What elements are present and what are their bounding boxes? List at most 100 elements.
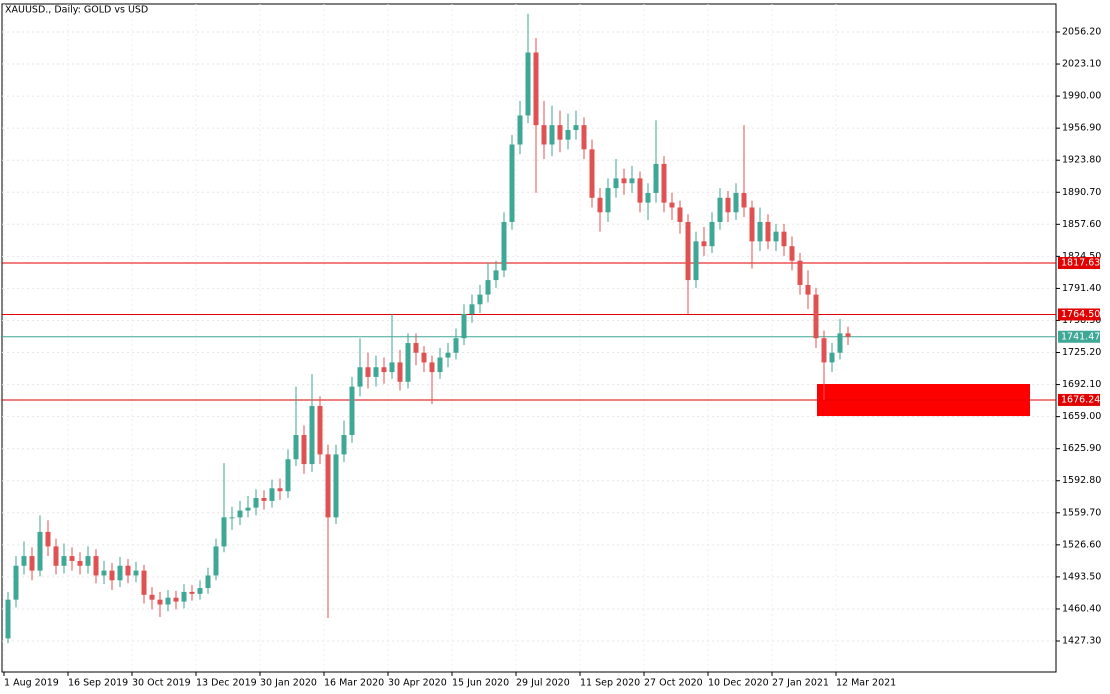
candle-body	[725, 197, 731, 213]
candle-body	[125, 565, 131, 576]
candle-body	[141, 570, 147, 595]
candle-body	[157, 599, 163, 605]
y-tick-label: 1526.60	[1062, 539, 1101, 550]
y-tick-label: 1559.70	[1062, 507, 1101, 518]
candle-body	[149, 594, 155, 600]
candle-body	[13, 565, 19, 600]
candle-body	[333, 454, 339, 518]
level-label: 1764.50	[1061, 309, 1100, 320]
candle-body	[813, 294, 819, 339]
level-label: 1817.63	[1061, 258, 1100, 269]
candle-body	[413, 343, 419, 353]
candle-body	[269, 488, 275, 501]
y-tick-label: 1460.40	[1062, 603, 1101, 614]
candle-body	[549, 125, 555, 145]
candle-body	[701, 241, 707, 247]
candle-body	[293, 435, 299, 460]
y-tick-label: 1923.80	[1062, 155, 1101, 166]
y-tick-label: 1791.40	[1062, 283, 1101, 294]
candle-body	[613, 178, 619, 189]
candle-body	[669, 202, 675, 208]
candle-body	[245, 507, 251, 511]
candle-body	[197, 588, 203, 594]
candle-body	[229, 517, 235, 519]
candle-body	[445, 352, 451, 358]
candle-body	[829, 352, 835, 363]
candle-body	[717, 197, 723, 222]
candle-body	[237, 510, 243, 518]
x-tick-label: 11 Sep 2020	[580, 678, 640, 689]
candle-body	[509, 144, 515, 222]
candle-body	[469, 304, 475, 314]
candle-body	[373, 367, 379, 377]
level-tag	[1058, 308, 1100, 321]
candle-body	[165, 597, 171, 605]
candle-body	[645, 192, 651, 203]
y-tick-label: 1990.00	[1062, 91, 1101, 102]
candle-body	[685, 221, 691, 281]
y-tick-label: 1725.20	[1062, 347, 1101, 358]
x-tick-label: 30 Jan 2020	[260, 678, 317, 689]
candle-body	[309, 405, 315, 465]
candle-body	[493, 270, 499, 281]
level-label: 1676.24	[1061, 394, 1100, 405]
candle-body	[53, 546, 59, 566]
y-tick-label: 1659.00	[1062, 411, 1101, 422]
level-label: 1741.47	[1061, 331, 1100, 342]
candle-body	[181, 591, 187, 602]
candle-body	[845, 333, 851, 337]
x-tick-label: 13 Dec 2019	[196, 678, 257, 689]
x-tick-label: 30 Apr 2020	[388, 678, 447, 689]
candle-body	[501, 221, 507, 271]
candle-body	[661, 163, 667, 203]
candle-body	[461, 313, 467, 339]
y-tick-label: 1427.30	[1062, 636, 1101, 647]
candle-body	[629, 178, 635, 184]
candle-body	[757, 221, 763, 242]
candle-body	[453, 338, 459, 353]
candle-body	[317, 405, 323, 455]
candle-body	[365, 367, 371, 377]
candle-body	[37, 531, 43, 571]
candle-body	[101, 570, 107, 576]
x-tick-label: 30 Oct 2019	[132, 678, 191, 689]
candle-body	[573, 125, 579, 130]
x-tick-label: 1 Aug 2019	[4, 678, 59, 689]
candle-body	[277, 488, 283, 492]
level-tag	[1058, 257, 1100, 270]
candle-body	[741, 192, 747, 208]
candle-body	[805, 284, 811, 295]
candle-body	[533, 52, 539, 126]
candle-body	[69, 556, 75, 561]
candle-body	[325, 454, 331, 518]
candle-body	[597, 197, 603, 213]
candle-body	[525, 52, 531, 116]
candle-body	[565, 129, 571, 140]
candle-body	[109, 570, 115, 581]
candle-body	[605, 188, 611, 213]
candle-body	[261, 497, 267, 501]
candle-body	[557, 125, 563, 140]
y-tick-label: 1758.30	[1062, 315, 1101, 326]
x-tick-label: 16 Mar 2020	[324, 678, 384, 689]
y-tick-label: 2023.10	[1062, 59, 1101, 70]
candle-body	[589, 149, 595, 198]
x-tick-label: 10 Dec 2020	[708, 678, 769, 689]
candle-body	[77, 560, 83, 566]
candle-body	[133, 570, 139, 576]
y-tick-label: 1692.10	[1062, 379, 1101, 390]
candle-body	[117, 565, 123, 581]
candle-body	[93, 556, 99, 576]
candle-body	[485, 280, 491, 295]
candle-body	[517, 115, 523, 145]
candle-body	[437, 357, 443, 373]
candle-body	[621, 178, 627, 184]
x-tick-label: 27 Oct 2020	[644, 678, 703, 689]
candle-body	[541, 125, 547, 145]
x-tick-label: 15 Jun 2020	[452, 678, 509, 689]
candle-body	[765, 221, 771, 242]
x-tick-label: 29 Jul 2020	[516, 678, 570, 689]
candle-body	[253, 497, 259, 508]
candle-body	[189, 591, 195, 594]
